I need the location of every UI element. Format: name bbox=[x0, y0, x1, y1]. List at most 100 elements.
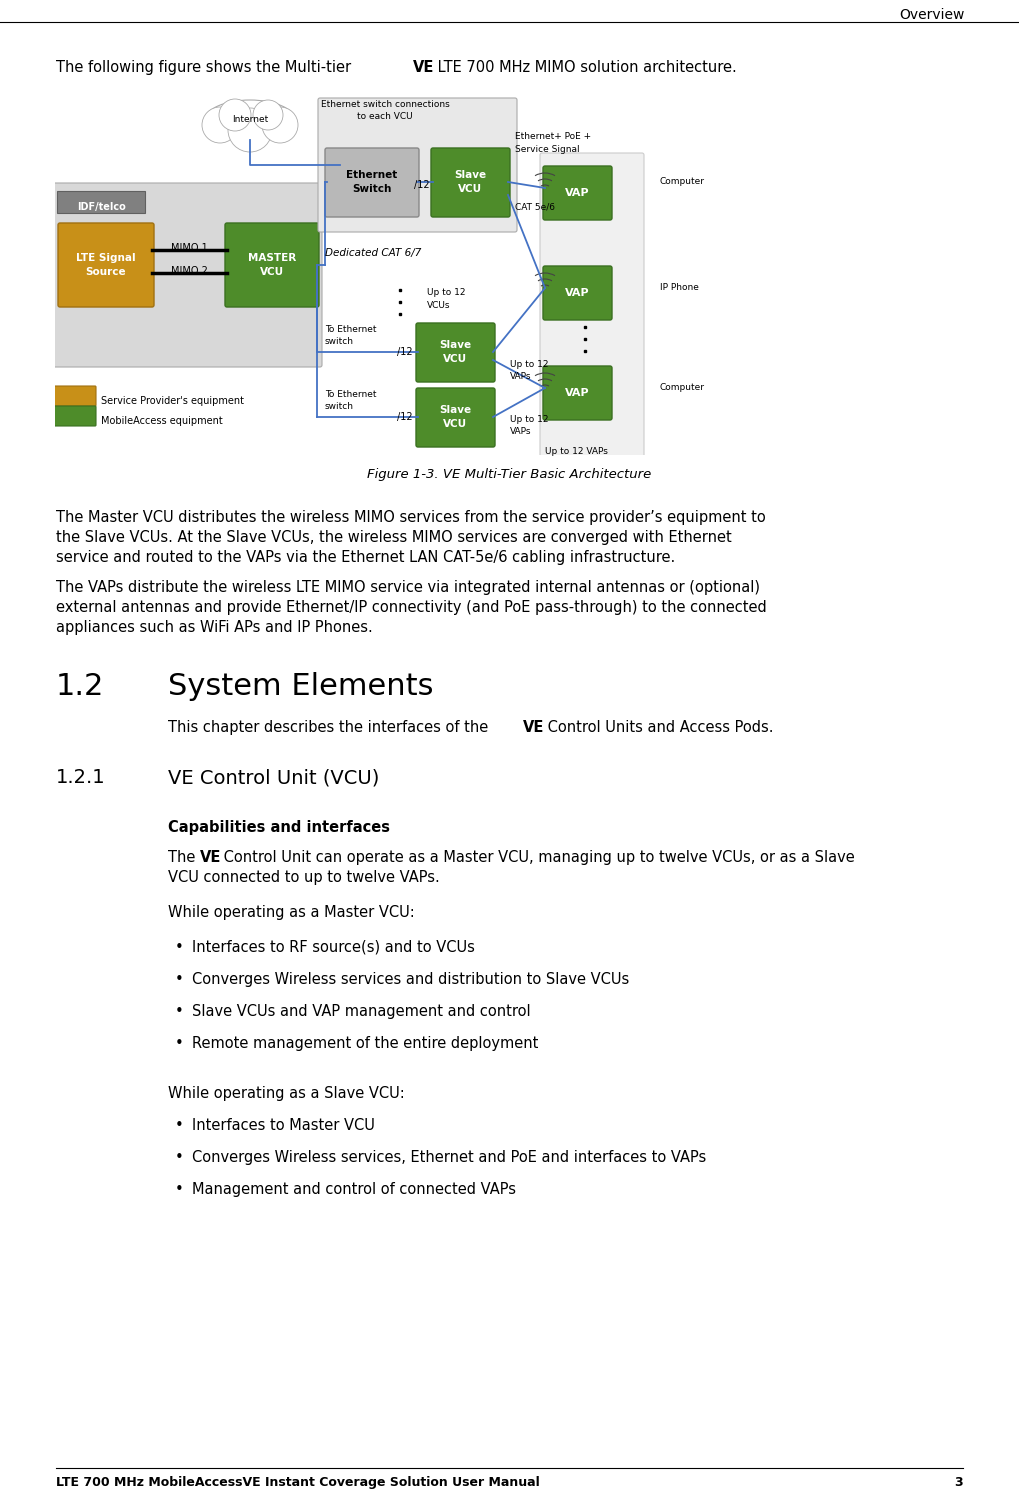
FancyBboxPatch shape bbox=[416, 388, 495, 447]
Text: Capabilities and interfaces: Capabilities and interfaces bbox=[168, 820, 390, 835]
Text: Ethernet
Switch: Ethernet Switch bbox=[346, 170, 397, 194]
Text: IP Phone: IP Phone bbox=[660, 284, 699, 293]
Text: 1.2: 1.2 bbox=[56, 672, 104, 701]
Text: IDF/telco: IDF/telco bbox=[76, 202, 125, 212]
Text: The following figure shows the Multi-tier: The following figure shows the Multi-tie… bbox=[56, 60, 356, 75]
Text: Slave
VCU: Slave VCU bbox=[439, 341, 471, 363]
Text: •: • bbox=[175, 1150, 183, 1165]
Text: 1.2.1: 1.2.1 bbox=[56, 768, 106, 787]
Text: Slave VCUs and VAP management and control: Slave VCUs and VAP management and contro… bbox=[192, 1004, 531, 1019]
Text: Control Unit can operate as a Master VCU, managing up to twelve VCUs, or as a Sl: Control Unit can operate as a Master VCU… bbox=[219, 850, 855, 865]
FancyBboxPatch shape bbox=[225, 223, 319, 306]
Text: Slave
VCU: Slave VCU bbox=[439, 405, 471, 429]
FancyBboxPatch shape bbox=[325, 148, 419, 217]
FancyBboxPatch shape bbox=[416, 323, 495, 382]
FancyBboxPatch shape bbox=[543, 366, 612, 420]
FancyBboxPatch shape bbox=[540, 152, 644, 457]
Text: Internet: Internet bbox=[232, 115, 268, 124]
Text: To Ethernet: To Ethernet bbox=[325, 390, 376, 399]
Text: LTE Signal
Source: LTE Signal Source bbox=[76, 254, 136, 276]
Text: Ethernet switch connections: Ethernet switch connections bbox=[321, 100, 449, 109]
Circle shape bbox=[228, 108, 272, 152]
Text: •: • bbox=[175, 1118, 183, 1132]
Text: Ethernet+ PoE +: Ethernet+ PoE + bbox=[515, 131, 591, 140]
FancyBboxPatch shape bbox=[57, 191, 145, 214]
Text: MobileAccess equipment: MobileAccess equipment bbox=[101, 415, 223, 426]
Text: Up to 12: Up to 12 bbox=[427, 288, 466, 297]
Text: The VAPs distribute the wireless LTE MIMO service via integrated internal antenn: The VAPs distribute the wireless LTE MIM… bbox=[56, 580, 760, 595]
Text: MIMO 1: MIMO 1 bbox=[170, 244, 208, 252]
FancyBboxPatch shape bbox=[318, 99, 517, 232]
Text: LTE 700 MHz MIMO solution architecture.: LTE 700 MHz MIMO solution architecture. bbox=[433, 60, 737, 75]
Text: VAP: VAP bbox=[565, 288, 589, 297]
FancyBboxPatch shape bbox=[53, 182, 322, 368]
Text: The Master VCU distributes the wireless MIMO services from the service provider’: The Master VCU distributes the wireless … bbox=[56, 509, 765, 524]
Text: Figure 1-3. VE Multi-Tier Basic Architecture: Figure 1-3. VE Multi-Tier Basic Architec… bbox=[367, 468, 651, 481]
Text: VE Control Unit (VCU): VE Control Unit (VCU) bbox=[168, 768, 379, 787]
Circle shape bbox=[219, 99, 251, 131]
FancyBboxPatch shape bbox=[543, 166, 612, 220]
Text: to each VCU: to each VCU bbox=[358, 112, 413, 121]
Text: Dedicated CAT 6/7: Dedicated CAT 6/7 bbox=[325, 248, 422, 258]
Text: Converges Wireless services and distribution to Slave VCUs: Converges Wireless services and distribu… bbox=[192, 973, 630, 988]
Text: Computer: Computer bbox=[660, 384, 705, 393]
Text: Up to 12 VAPs: Up to 12 VAPs bbox=[545, 447, 608, 456]
Text: VE: VE bbox=[200, 850, 221, 865]
Text: Service Signal: Service Signal bbox=[515, 145, 580, 154]
Text: Slave
VCU: Slave VCU bbox=[453, 170, 486, 194]
Text: VCU connected to up to twelve VAPs.: VCU connected to up to twelve VAPs. bbox=[168, 870, 440, 884]
FancyBboxPatch shape bbox=[543, 266, 612, 320]
Text: MIMO 2: MIMO 2 bbox=[170, 266, 208, 276]
Text: Up to 12: Up to 12 bbox=[510, 360, 548, 369]
FancyBboxPatch shape bbox=[54, 385, 96, 406]
Text: The: The bbox=[168, 850, 200, 865]
Circle shape bbox=[253, 100, 283, 130]
Text: Remote management of the entire deployment: Remote management of the entire deployme… bbox=[192, 1035, 538, 1050]
Text: Computer: Computer bbox=[660, 178, 705, 187]
Text: VAPs: VAPs bbox=[510, 372, 532, 381]
Text: Service Provider's equipment: Service Provider's equipment bbox=[101, 396, 244, 406]
FancyBboxPatch shape bbox=[58, 223, 154, 306]
Text: •: • bbox=[175, 1035, 183, 1050]
Text: While operating as a Master VCU:: While operating as a Master VCU: bbox=[168, 905, 415, 920]
Text: /12: /12 bbox=[397, 347, 413, 357]
Text: switch: switch bbox=[325, 338, 354, 347]
Text: •: • bbox=[175, 1182, 183, 1197]
Text: VE: VE bbox=[413, 60, 434, 75]
Text: switch: switch bbox=[325, 402, 354, 411]
Text: CAT 5e/6: CAT 5e/6 bbox=[515, 203, 555, 212]
Text: VAP: VAP bbox=[565, 188, 589, 199]
Text: •: • bbox=[175, 973, 183, 988]
Text: VE: VE bbox=[523, 720, 544, 735]
Text: the Slave VCUs. At the Slave VCUs, the wireless MIMO services are converged with: the Slave VCUs. At the Slave VCUs, the w… bbox=[56, 530, 732, 545]
Text: VAPs: VAPs bbox=[510, 427, 532, 436]
Text: service and routed to the VAPs via the Ethernet LAN CAT-5e/6 cabling infrastruct: service and routed to the VAPs via the E… bbox=[56, 550, 676, 565]
Text: Control Units and Access Pods.: Control Units and Access Pods. bbox=[543, 720, 773, 735]
Text: Up to 12: Up to 12 bbox=[510, 415, 548, 424]
FancyBboxPatch shape bbox=[54, 406, 96, 426]
Text: Converges Wireless services, Ethernet and PoE and interfaces to VAPs: Converges Wireless services, Ethernet an… bbox=[192, 1150, 706, 1165]
Text: To Ethernet: To Ethernet bbox=[325, 326, 376, 335]
Text: /12: /12 bbox=[414, 179, 430, 190]
Text: While operating as a Slave VCU:: While operating as a Slave VCU: bbox=[168, 1086, 405, 1101]
Text: •: • bbox=[175, 940, 183, 955]
Text: VAP: VAP bbox=[565, 388, 589, 397]
Text: This chapter describes the interfaces of the: This chapter describes the interfaces of… bbox=[168, 720, 493, 735]
Ellipse shape bbox=[205, 100, 294, 140]
Text: LTE 700 MHz MobileAccessVE Instant Coverage Solution User Manual: LTE 700 MHz MobileAccessVE Instant Cover… bbox=[56, 1476, 540, 1490]
Text: /12: /12 bbox=[397, 412, 413, 421]
Text: System Elements: System Elements bbox=[168, 672, 433, 701]
Text: Interfaces to Master VCU: Interfaces to Master VCU bbox=[192, 1118, 375, 1132]
Circle shape bbox=[262, 108, 298, 143]
Text: •: • bbox=[175, 1004, 183, 1019]
Text: 3: 3 bbox=[955, 1476, 963, 1490]
FancyBboxPatch shape bbox=[431, 148, 510, 217]
Text: Interfaces to RF source(s) and to VCUs: Interfaces to RF source(s) and to VCUs bbox=[192, 940, 475, 955]
Text: Management and control of connected VAPs: Management and control of connected VAPs bbox=[192, 1182, 516, 1197]
Text: Overview: Overview bbox=[900, 7, 965, 22]
Circle shape bbox=[202, 108, 238, 143]
Text: appliances such as WiFi APs and IP Phones.: appliances such as WiFi APs and IP Phone… bbox=[56, 620, 373, 635]
Text: VCUs: VCUs bbox=[427, 300, 450, 309]
Text: MASTER
VCU: MASTER VCU bbox=[248, 254, 297, 276]
Text: external antennas and provide Ethernet/IP connectivity (and PoE pass-through) to: external antennas and provide Ethernet/I… bbox=[56, 601, 766, 616]
